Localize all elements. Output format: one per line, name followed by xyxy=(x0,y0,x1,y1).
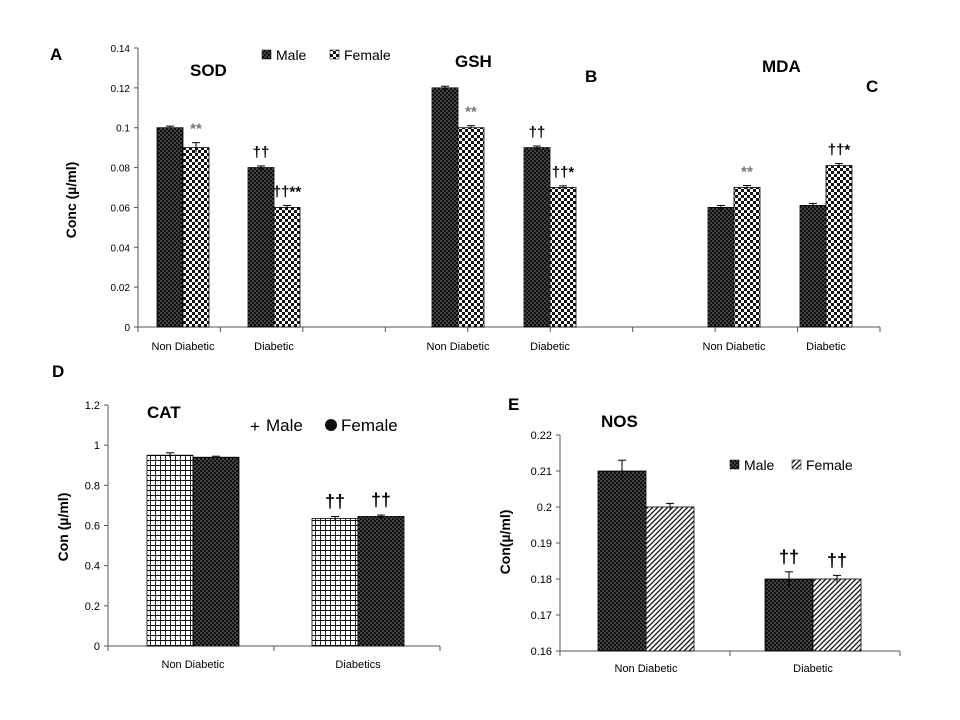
x-tick-label: Non Diabetic xyxy=(162,659,225,671)
legend: Male Female xyxy=(261,47,391,63)
y-tick-label: 0.2 xyxy=(85,601,100,613)
y-tick-label: 0.21 xyxy=(531,466,552,478)
bar-male xyxy=(156,127,184,328)
group-title-gsh: GSH xyxy=(455,52,492,71)
y-tick-label: 0.04 xyxy=(111,243,131,254)
y-tick-label: 0.19 xyxy=(531,538,552,550)
y-tick-label: 0.22 xyxy=(531,430,552,442)
legend: Male Female xyxy=(729,457,853,473)
significance-label: †† xyxy=(827,550,847,570)
bar-female xyxy=(182,147,210,328)
y-axis-label: Conc (µ/ml) xyxy=(63,162,79,239)
x-tick-label: Non Diabetic xyxy=(615,663,678,675)
significance-label: †† xyxy=(779,547,799,567)
bar-male xyxy=(707,207,735,328)
panel-letter: D xyxy=(52,362,64,381)
x-tick-label: Non Diabetic xyxy=(703,341,766,353)
y-tick-label: 0.8 xyxy=(85,480,100,492)
significance-label: ** xyxy=(465,104,477,121)
legend-swatch-male xyxy=(729,459,740,470)
significance-label: ** xyxy=(741,164,753,181)
bar-female xyxy=(812,578,862,652)
x-tick-label: Diabetic xyxy=(530,341,570,353)
significance-label: ††** xyxy=(273,183,302,200)
y-tick-label: 0.1 xyxy=(116,124,130,135)
chart-title: CAT xyxy=(147,403,181,422)
legend-label-male: Male xyxy=(276,47,307,63)
legend-swatch-male: + xyxy=(250,417,260,436)
significance-label: ††* xyxy=(828,142,851,159)
x-tick-label: Non Diabetic xyxy=(152,341,215,353)
y-tick-label: 0.6 xyxy=(85,521,100,533)
legend-swatch-male xyxy=(261,49,272,60)
legend-label-female: Female xyxy=(344,47,391,63)
y-tick-label: 0.06 xyxy=(111,203,131,214)
bar-male xyxy=(523,147,551,328)
panel-letter-b: B xyxy=(585,67,597,86)
y-tick-label: 0.18 xyxy=(531,574,552,586)
bar-male xyxy=(311,518,359,647)
x-tick-label: Diabetic xyxy=(793,663,833,675)
panel-d-chart: D CAT + Male Female Con (µ/ml) 0 0.2 0.4 0.… xyxy=(52,362,441,671)
y-tick-label: 0.02 xyxy=(111,283,131,294)
bar-female xyxy=(357,516,405,647)
panel-letter: A xyxy=(50,45,62,64)
y-tick-label: 0 xyxy=(94,641,100,653)
y-tick-label: 0.17 xyxy=(531,610,552,622)
chart-title: NOS xyxy=(601,412,638,431)
y-tick-label: 0.4 xyxy=(85,561,100,573)
bar-female xyxy=(192,456,240,647)
x-tick-label: Diabetic xyxy=(806,341,846,353)
bar-male xyxy=(146,454,194,647)
y-tick-label: 0 xyxy=(124,323,130,334)
panel-e-chart: E NOS Male Female Con(µ/ml) 0.16 0.17 0.18… xyxy=(497,395,901,675)
y-axis-label: Con (µ/ml) xyxy=(55,493,71,562)
panel-letter-c: C xyxy=(866,77,878,96)
legend-label-female: Female xyxy=(806,457,853,473)
y-tick-label: 0.08 xyxy=(111,164,131,175)
significance-label: ** xyxy=(190,121,202,138)
legend-label-male: Male xyxy=(744,457,775,473)
bar-male xyxy=(764,578,814,652)
significance-label: †† xyxy=(371,490,391,510)
legend-swatch-female xyxy=(329,49,340,60)
y-tick-label: 0.12 xyxy=(111,84,131,95)
y-tick-label: 0.16 xyxy=(531,646,552,658)
bar-female xyxy=(825,165,853,328)
bar-female xyxy=(273,207,301,328)
bar-male xyxy=(431,87,459,328)
significance-label: †† xyxy=(325,491,345,511)
bar-female xyxy=(457,127,485,328)
legend-swatch-female xyxy=(325,419,337,431)
bar-female xyxy=(549,187,577,328)
y-tick-label: 1 xyxy=(94,440,100,452)
y-tick-label: 1.2 xyxy=(85,400,100,412)
significance-label: †† xyxy=(253,144,270,161)
bar-female xyxy=(733,187,761,328)
significance-label: ††* xyxy=(552,164,575,181)
y-tick-label: 0.2 xyxy=(537,502,552,514)
x-tick-label: Non Diabetic xyxy=(427,341,490,353)
bar-male xyxy=(799,205,827,328)
y-axis-label: Con(µ/ml) xyxy=(497,510,513,575)
legend-label-female: Female xyxy=(341,416,398,435)
y-tick-label: 0.14 xyxy=(111,44,131,55)
group-title-mda: MDA xyxy=(762,57,801,76)
panel-a-chart: A B C SOD GSH MDA Male Female Conc (µ/ml… xyxy=(50,44,881,353)
legend: + Male Female xyxy=(250,416,398,436)
group-title-sod: SOD xyxy=(190,61,227,80)
legend-swatch-female xyxy=(791,459,802,470)
panel-letter: E xyxy=(508,395,519,414)
legend-label-male: Male xyxy=(266,416,303,435)
significance-label: †† xyxy=(529,124,546,141)
x-tick-label: Diabetic xyxy=(254,341,294,353)
bar-female xyxy=(645,506,695,652)
bar-male xyxy=(247,167,275,328)
bar-male xyxy=(597,470,647,652)
x-tick-label: Diabetics xyxy=(335,659,381,671)
